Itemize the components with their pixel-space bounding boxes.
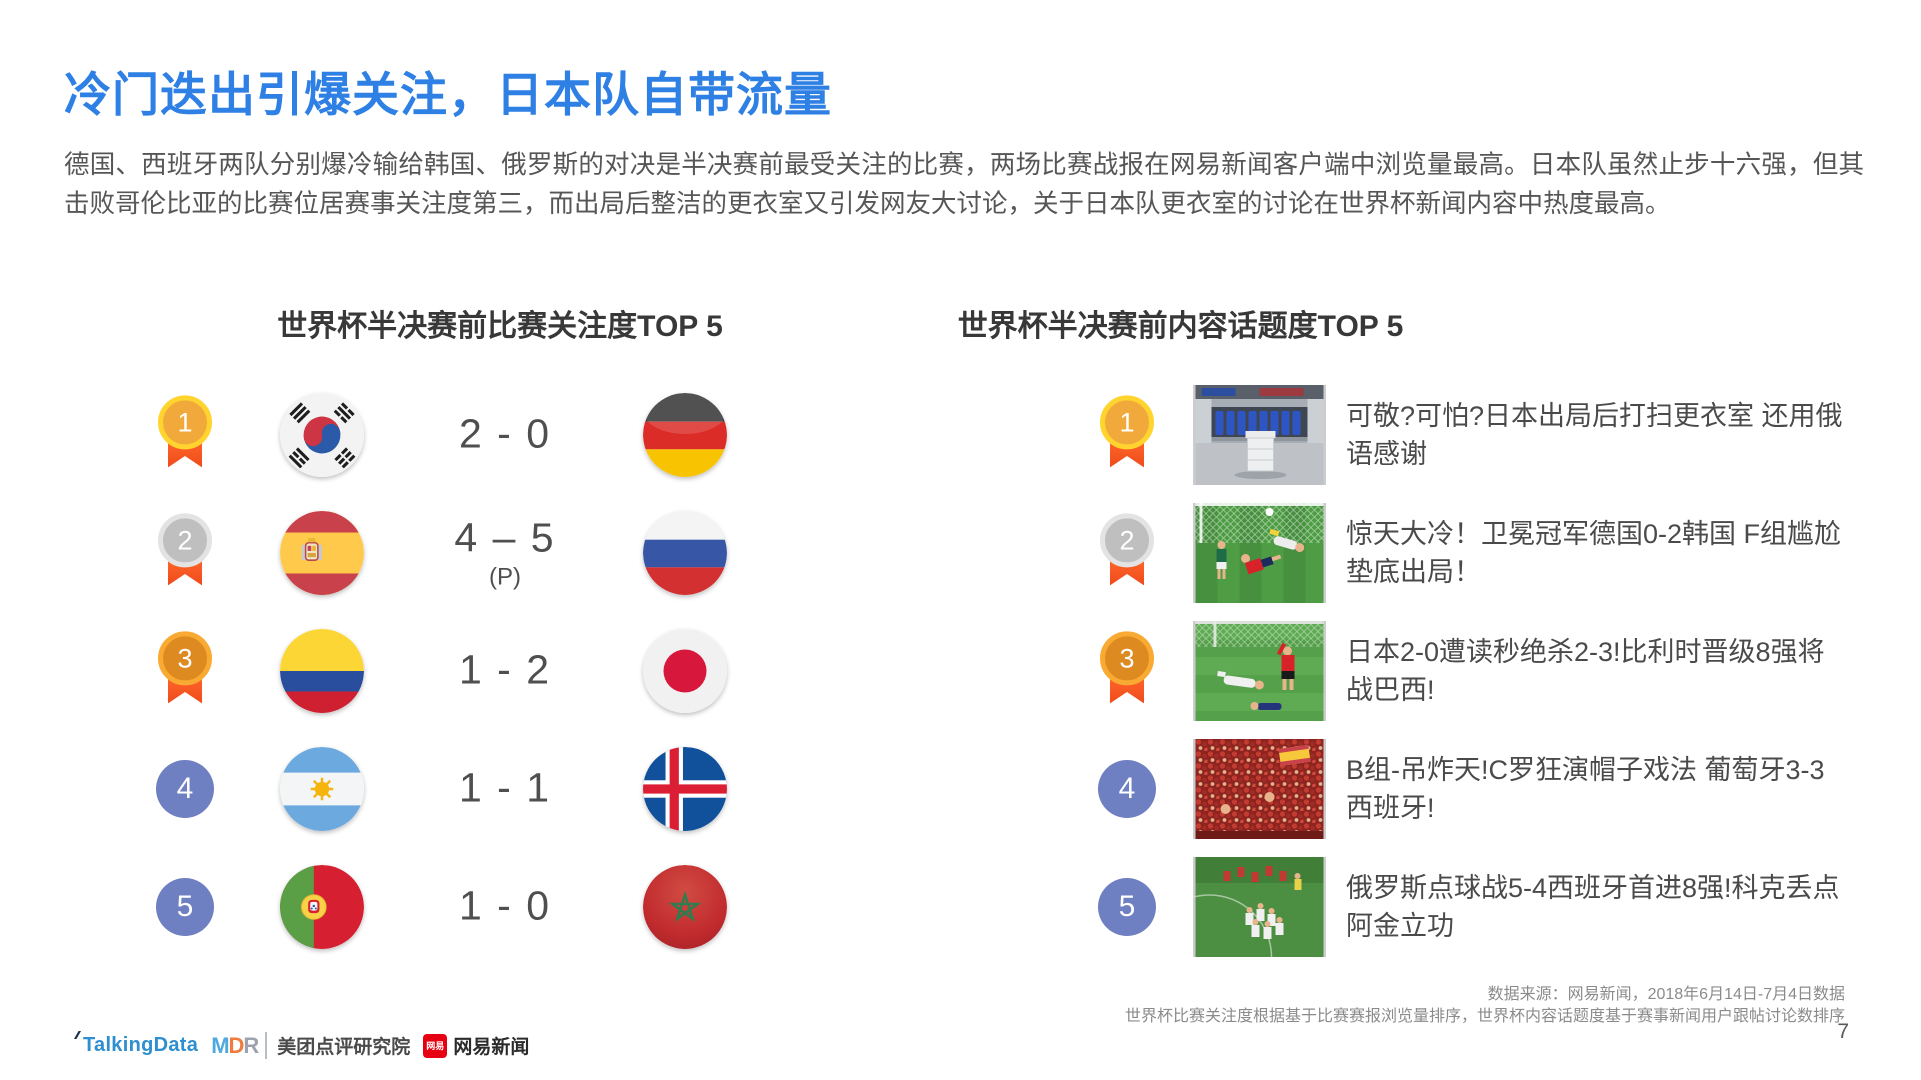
topic-headline: 可敬?可怕?日本出局后打扫更衣室 还用俄语感谢 [1346, 401, 1843, 469]
fans-crowd-photo [1193, 739, 1326, 839]
data-source-line2: 世界杯比赛关注度根据基于比赛赛报浏览量排序，世界杯内容话题度基于赛事新闻用户跟帖… [1124, 1008, 1845, 1025]
germany-korea-goal-photo [1193, 503, 1326, 603]
page-number: 7 [1837, 1020, 1849, 1043]
mdr-letter-d: D [228, 1032, 245, 1058]
talkingdata-label: TalkingData [83, 1034, 199, 1056]
rank-number: 4 [1118, 772, 1136, 805]
topic-headline: 俄罗斯点球战5-4西班牙首进8强!科克丢点阿金立功 [1346, 873, 1840, 941]
match-row-5: 5 1 - 0 [130, 852, 795, 962]
topic-row-5: 5 [1098, 852, 1858, 962]
rank-number: 5 [176, 890, 194, 923]
rank-number: 5 [1118, 890, 1136, 923]
gold-medal-icon: 1 [1100, 395, 1154, 468]
score-note: (P) [489, 563, 521, 591]
score-block: 2 - 0 [420, 411, 590, 460]
score: 2 - 0 [458, 410, 552, 457]
score: 4 – 5 [454, 514, 556, 561]
netease-news-logo: 网易 网易新闻 [423, 1032, 529, 1059]
rank-badge: 5 [1098, 878, 1156, 936]
mdr-logo: MDR [211, 1032, 259, 1059]
silver-medal-icon: 2 [158, 513, 212, 586]
netease-badge-icon: 网易 [423, 1033, 448, 1058]
rank-number: 1 [1119, 406, 1135, 437]
topic-row-2: 2 [1098, 498, 1858, 608]
silver-medal-icon: 2 [1100, 513, 1154, 586]
score-block: 1 - 1 [420, 765, 590, 814]
argentina-flag-icon [280, 747, 364, 831]
bronze-medal-icon: 3 [158, 631, 212, 704]
colombia-flag-icon [280, 629, 364, 713]
rank-badge: 5 [156, 878, 214, 936]
score-block: 1 - 2 [420, 647, 590, 696]
japan-flag-icon [643, 629, 727, 713]
rank-number: 3 [1119, 642, 1135, 673]
russia-flag-icon [643, 511, 727, 595]
match-row-2: 2 4 – 5 (P) [130, 498, 795, 608]
match-row-1: 1 [130, 380, 795, 490]
topic-headline: 惊天大冷！卫冕冠军德国0-2韩国 F组尴尬垫底出局！ [1346, 519, 1842, 587]
portugal-flag-icon [280, 865, 364, 949]
rank-badge: 4 [156, 760, 214, 818]
match-row-3: 3 1 - 2 [130, 616, 795, 726]
topic-row-1: 1 [1098, 380, 1858, 490]
intro-paragraph: 德国、西班牙两队分别爆冷输给韩国、俄罗斯的对决是半决赛前最受关注的比赛，两场比赛… [64, 151, 1864, 218]
bronze-medal-icon: 3 [1100, 631, 1154, 704]
morocco-flag-icon [643, 865, 727, 949]
left-panel-title: 世界杯半决赛前比赛关注度TOP 5 [277, 310, 723, 343]
topic-row-4: 4 B组-吊炸天!C罗狂 [1098, 734, 1858, 844]
penalty-celebration-photo [1193, 857, 1326, 957]
match-row-4: 4 1 - 1 [130, 734, 795, 844]
topic-headline: 日本2-0遭读秒绝杀2-3!比利时晋级8强将战巴西! [1346, 637, 1825, 705]
talkingdata-logo: TalkingData [74, 1031, 199, 1057]
rank-number: 1 [177, 406, 193, 437]
rank-number: 3 [177, 642, 193, 673]
page-title: 冷门迭出引爆关注，日本队自带流量 [64, 68, 832, 121]
germany-flag-icon [643, 393, 727, 477]
mdr-letter-m: M [211, 1032, 229, 1058]
right-panel-title: 世界杯半决赛前内容话题度TOP 5 [957, 310, 1404, 343]
mdr-letter-r: R [243, 1032, 259, 1058]
rank-number: 2 [177, 524, 193, 555]
japan-belgium-photo [1193, 621, 1326, 721]
locker-room-photo [1193, 385, 1326, 485]
talkingdata-tick-icon [74, 1031, 81, 1039]
rank-badge: 4 [1098, 760, 1156, 818]
score-block: 1 - 0 [420, 883, 590, 932]
rank-number: 2 [1119, 524, 1135, 555]
data-source-note: 数据来源：网易新闻，2018年6月14日-7月4日数据 世界杯比赛关注度根据基于… [1125, 984, 1845, 1028]
footer-logos: TalkingData MDR 美团点评研究院 网易 网易新闻 [74, 1031, 529, 1059]
topic-headline: B组-吊炸天!C罗狂演帽子戏法 葡萄牙3-3西班牙! [1346, 755, 1825, 823]
rank-number: 4 [176, 772, 194, 805]
netease-news-label: 网易新闻 [453, 1037, 530, 1058]
score-block: 4 – 5 (P) [420, 515, 590, 592]
topic-row-3: 3 [1098, 616, 1858, 726]
spain-flag-icon [280, 511, 364, 595]
score: 1 - 2 [458, 646, 552, 693]
score: 1 - 1 [458, 764, 552, 811]
score: 1 - 0 [458, 882, 552, 929]
meituan-dianping-institute-label: 美团点评研究院 [265, 1032, 410, 1059]
gold-medal-icon: 1 [158, 395, 212, 468]
south-korea-flag-icon [280, 393, 364, 477]
iceland-flag-icon [643, 747, 727, 831]
data-source-line1: 数据来源：网易新闻，2018年6月14日-7月4日数据 [1487, 986, 1845, 1003]
